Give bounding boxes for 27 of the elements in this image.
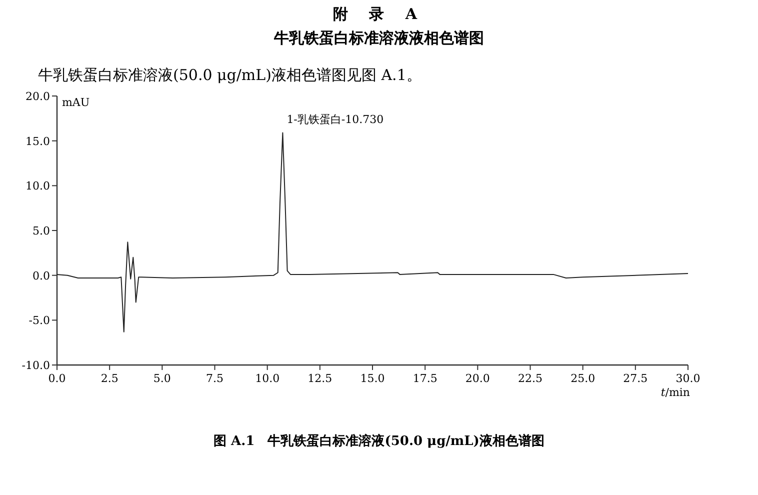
y-tick-label: 10.0: [26, 180, 50, 193]
text: 牛乳铁蛋白标准溶液(50.0 μg/mL)液相色谱图见图 A.1。: [38, 66, 422, 84]
x-tick-label: 7.5: [206, 372, 224, 385]
chart-title: 附 录 A: [332, 5, 426, 23]
y-axis-title: mAU: [62, 96, 90, 109]
x-tick-label: 27.5: [623, 372, 648, 385]
x-tick-label: 15.0: [360, 372, 385, 385]
annotation: 1-乳铁蛋白-10.730: [286, 112, 384, 126]
x-tick-label: 10.0: [255, 372, 280, 385]
text: 图 A.1 牛乳铁蛋白标准溶液(50.0 μg/mL)液相色谱图: [214, 433, 544, 449]
x-axis-title: t/min: [660, 386, 690, 399]
chart-subtitle: 牛乳铁蛋白标准溶液液相色谱图: [273, 29, 484, 47]
x-tick-label: 25.0: [570, 372, 596, 385]
x-tick-label: 0.0: [48, 372, 66, 385]
y-tick-label: 0.0: [32, 269, 50, 282]
y-tick-label: 5.0: [32, 224, 50, 238]
y-tick-label: -10.0: [22, 359, 50, 372]
y-tick-label: -5.0: [28, 314, 50, 328]
x-tick-label: 30.0: [676, 372, 700, 385]
x-tick-label: 22.5: [518, 372, 542, 385]
x-tick-label: 20.0: [465, 372, 490, 385]
y-tick-label: 20.0: [26, 90, 50, 103]
x-tick-label: 5.0: [153, 372, 171, 385]
y-tick-label: 15.0: [26, 134, 50, 148]
x-tick-label: 12.5: [308, 372, 332, 385]
x-tick-label: 2.5: [100, 372, 118, 385]
x-tick-label: 17.5: [412, 372, 438, 385]
